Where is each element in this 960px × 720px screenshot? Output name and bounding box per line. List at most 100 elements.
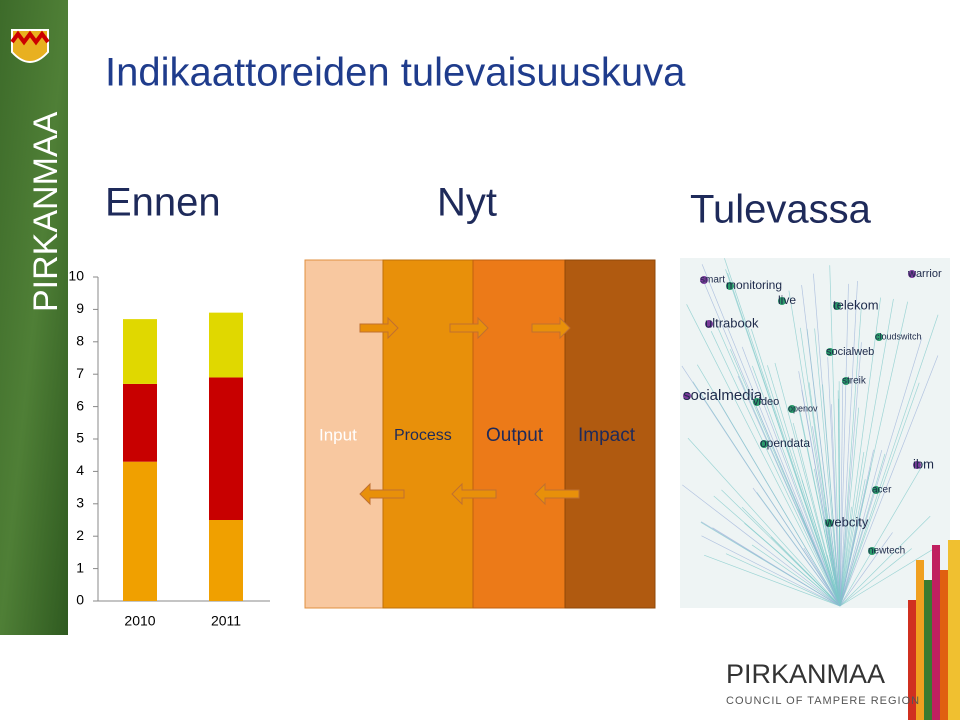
x-tick-label: 2010 [124, 613, 155, 629]
y-tick-label: 9 [76, 300, 84, 316]
stage-label: Output [486, 425, 544, 446]
network-label: socialweb [826, 346, 874, 358]
footer-subtitle: COUNCIL OF TAMPERE REGION [726, 695, 920, 707]
y-tick-label: 3 [76, 495, 84, 511]
network-node [908, 270, 916, 278]
side-brand: PIRKANMAA [27, 111, 65, 312]
stage-label: Input [319, 425, 357, 444]
network-edge [814, 468, 841, 607]
bar-segment [123, 461, 157, 601]
network-edge [839, 355, 939, 607]
network-edge [839, 378, 844, 607]
stage-box [564, 259, 656, 609]
slide-title: Indikaattoreiden tulevaisuuskuva [105, 51, 686, 95]
network-edge [827, 357, 841, 607]
network-edge [725, 553, 841, 607]
y-tick-label: 0 [76, 592, 84, 608]
network-edge [770, 536, 841, 607]
network-edge [839, 301, 909, 607]
network-edge [750, 328, 841, 607]
arrow-right [449, 316, 489, 340]
network-edge [826, 554, 841, 607]
y-tick-label: 4 [76, 462, 84, 478]
network-edge [701, 264, 841, 607]
network-edge [839, 280, 858, 607]
network-edge [829, 265, 841, 607]
network-edge [839, 515, 931, 607]
network-edge [710, 331, 841, 607]
column-heading: Ennen [105, 181, 221, 225]
network-edge [697, 364, 841, 607]
network-edge [839, 449, 883, 607]
network-edge [741, 346, 841, 607]
network-edge [803, 547, 841, 607]
network-edge [839, 283, 849, 607]
network-label: acer [872, 485, 892, 496]
process-diagram: Input Process Output Impact [304, 259, 656, 609]
network-edge [737, 375, 841, 607]
bar-segment [209, 312, 243, 378]
network-edge [798, 371, 841, 607]
network-node [868, 547, 876, 555]
network-node [700, 276, 708, 284]
column-heading: Nyt [437, 181, 497, 225]
network-edge [729, 349, 841, 607]
network-node [760, 440, 768, 448]
network-edge [752, 487, 841, 607]
network-label: live [778, 293, 796, 307]
network-edge [822, 384, 841, 607]
network-edge [839, 449, 874, 607]
network-edge [724, 258, 841, 607]
network-label: socialmedia [683, 387, 763, 404]
network-label: openov [788, 403, 818, 413]
network-edge [839, 548, 912, 607]
network-label: ibm [913, 456, 934, 471]
network-edge [687, 437, 841, 607]
y-tick-label: 5 [76, 430, 84, 446]
network-edge [839, 452, 865, 607]
stage-label: Process [394, 427, 452, 444]
bar-segment [209, 377, 243, 520]
network-node [826, 348, 834, 356]
stage-box [472, 259, 566, 609]
bar-segment [123, 319, 157, 384]
stage-box [382, 259, 474, 609]
network-edge [713, 495, 841, 607]
network-label: webcity [824, 514, 869, 529]
network-edge [681, 365, 841, 607]
network-edge [839, 461, 926, 607]
network-edge [839, 342, 862, 607]
network-edge [839, 298, 894, 607]
network-edge [839, 305, 862, 607]
network-label: smart [700, 275, 725, 286]
network-label: warrior [907, 268, 942, 280]
network-edge [774, 362, 841, 607]
network-node [705, 320, 713, 328]
network-edge [839, 382, 920, 607]
stage-label: Impact [578, 425, 636, 446]
bar-segment [209, 520, 243, 601]
network-edge [839, 506, 852, 607]
y-tick-label: 8 [76, 333, 84, 349]
network-node [726, 282, 734, 290]
network-edge [682, 484, 841, 607]
network-label: monitoring [726, 278, 782, 292]
network-node [825, 519, 833, 527]
network-node [788, 405, 796, 413]
network-edge [751, 544, 841, 607]
coat-of-arms-pattern [10, 30, 50, 46]
network-edge [839, 337, 923, 607]
network-edge [725, 269, 841, 607]
network-edge [686, 304, 841, 607]
network-edge [788, 290, 841, 607]
network-edge [839, 532, 893, 607]
network-edge [839, 314, 939, 607]
network-edge [704, 554, 841, 607]
y-tick-label: 6 [76, 397, 84, 413]
column-heading: Tulevassa [690, 188, 872, 232]
y-tick-label: 7 [76, 365, 84, 381]
x-tick-label: 2011 [211, 613, 241, 629]
network-label: streik [842, 376, 867, 387]
